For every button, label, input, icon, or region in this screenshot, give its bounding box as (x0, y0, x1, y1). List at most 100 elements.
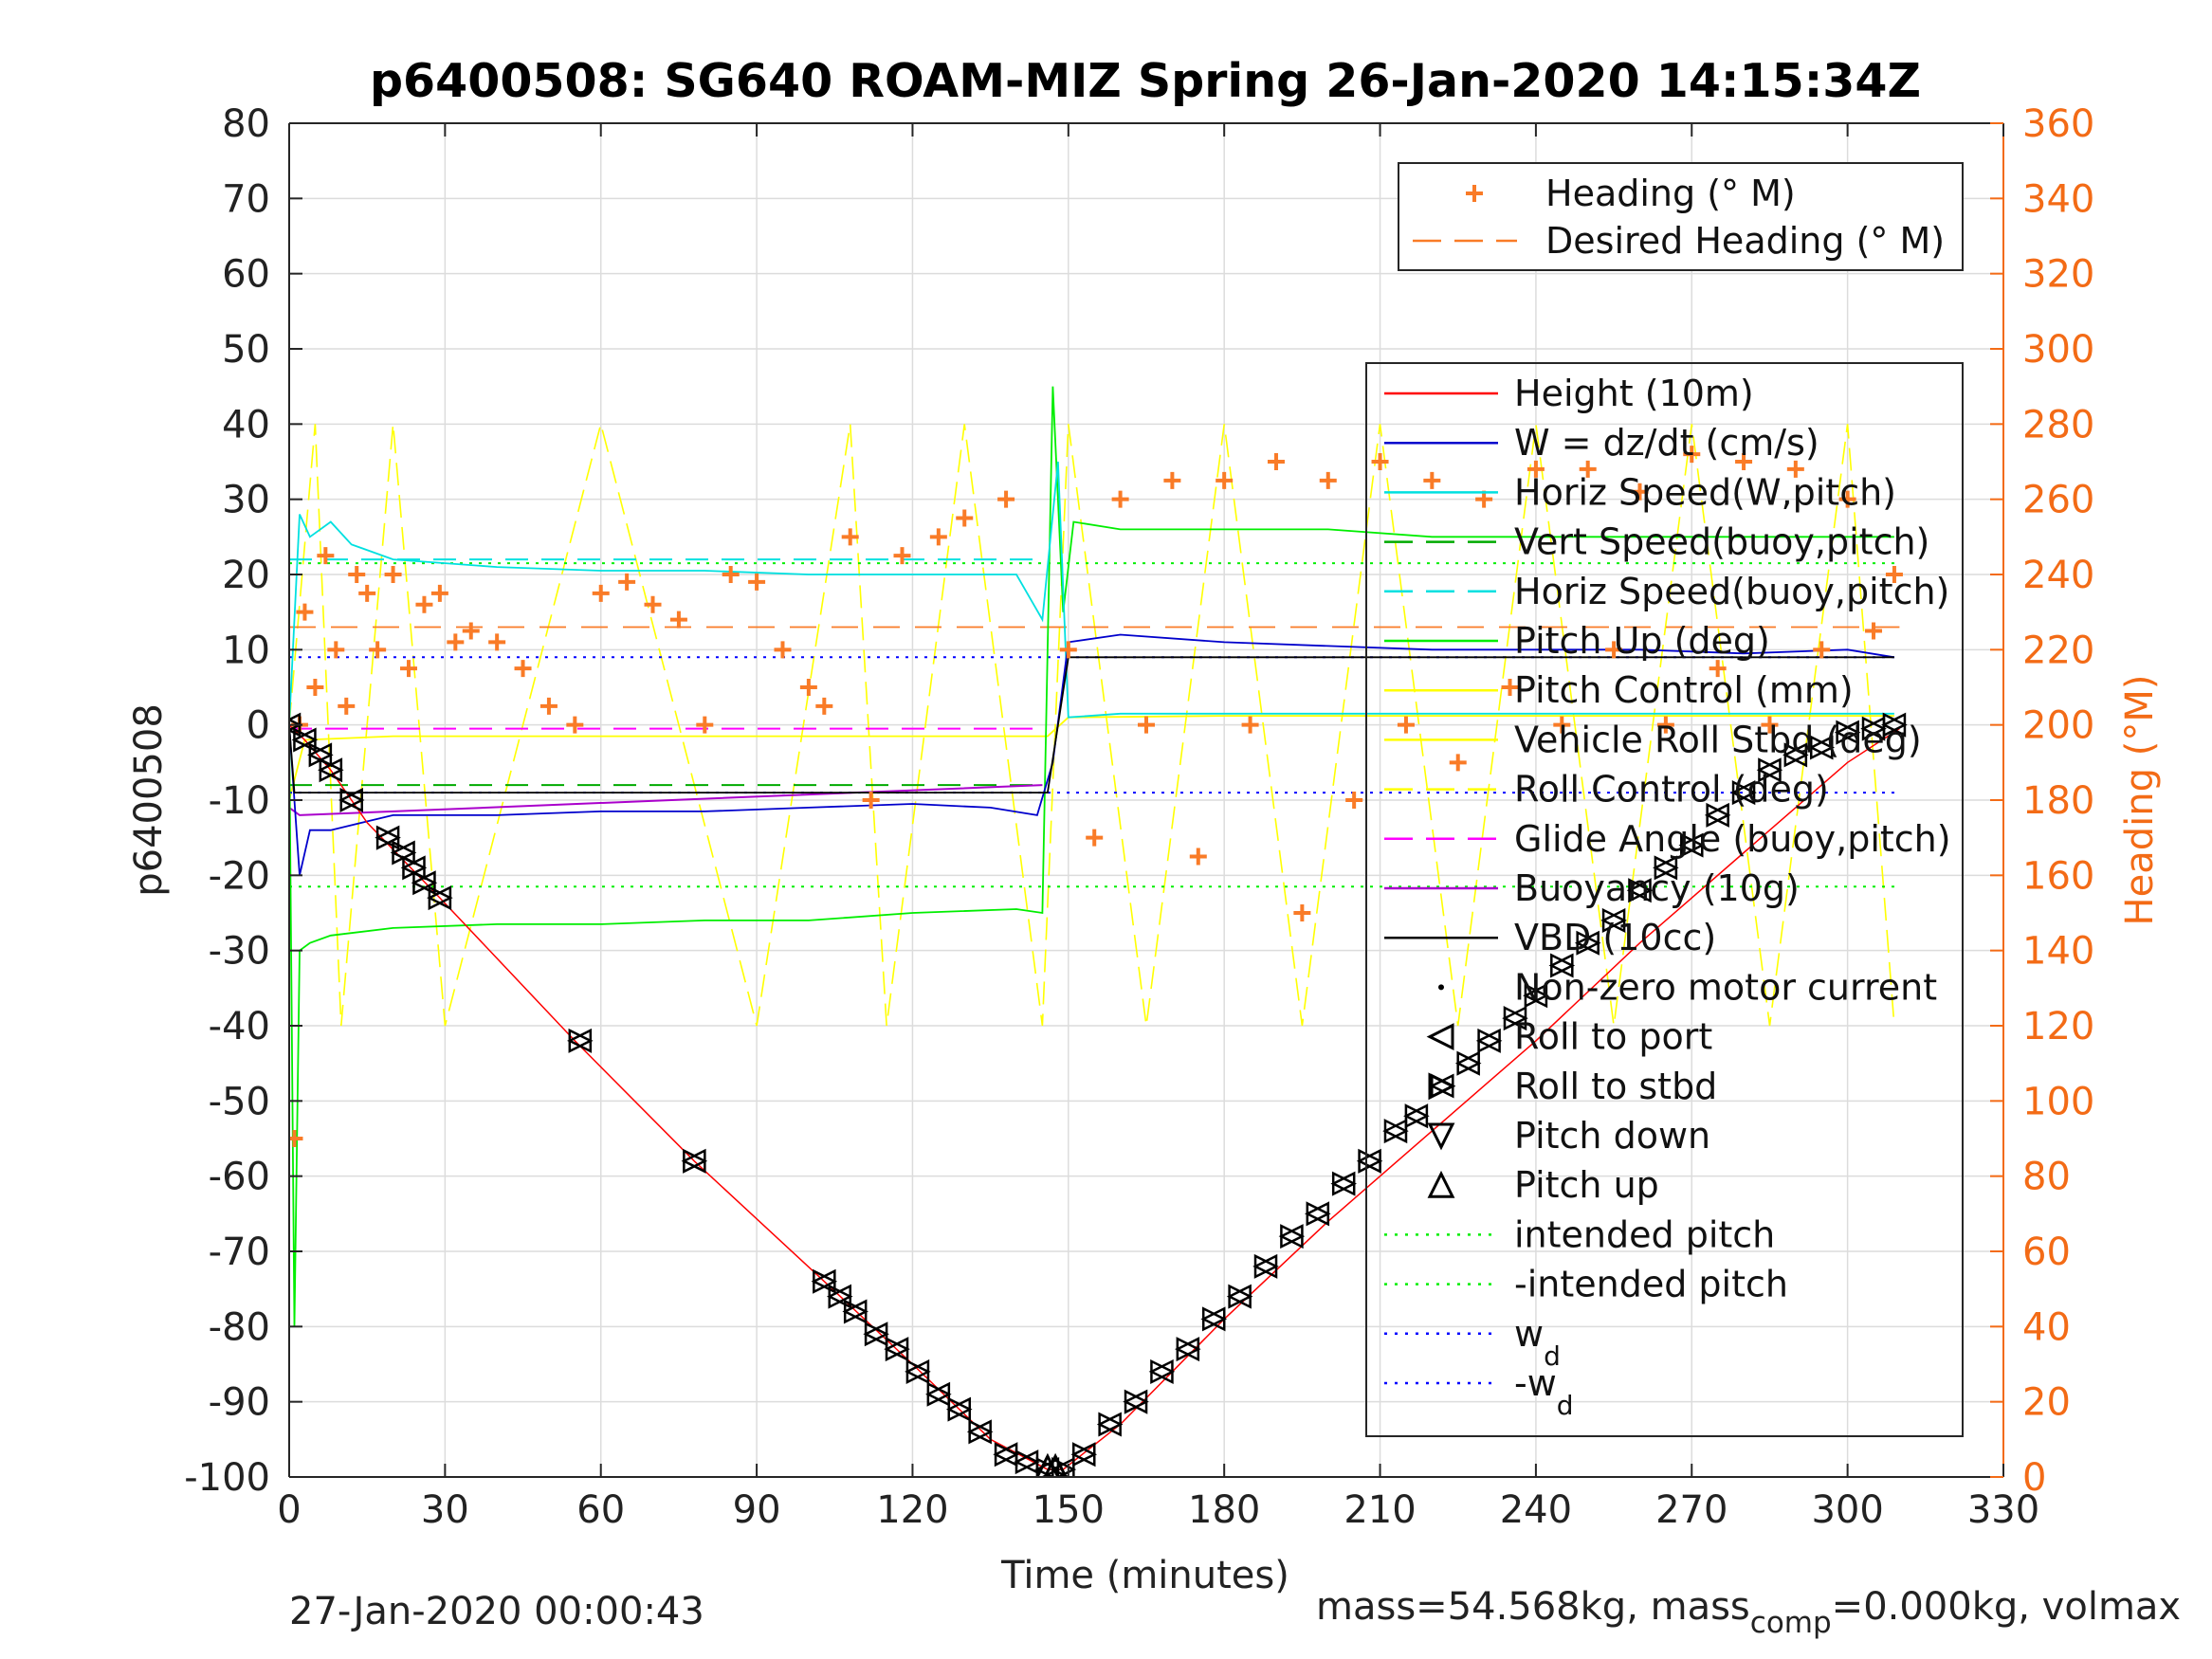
footer-mass-info: mass=54.568kg, masscomp=0.000kg, volmax (1316, 1585, 2181, 1640)
y-right-tick-label: 180 (2022, 779, 2094, 823)
legend-label: Roll to stbd (1514, 1066, 1717, 1107)
x-tick-label: 300 (1811, 1488, 1883, 1532)
y-tick-label: -100 (184, 1456, 270, 1500)
roll-marker (1836, 720, 1861, 745)
footer-mass-text-end: =0.000kg, volmax (1831, 1585, 2182, 1629)
roll-marker (1228, 1284, 1253, 1309)
legend-label: Glide Angle (buoy,pitch) (1514, 818, 1951, 860)
y-right-tick-label: 280 (2022, 403, 2094, 447)
y-tick-label: 20 (222, 554, 270, 597)
heading-point (1397, 716, 1415, 734)
heading-point (1683, 446, 1701, 464)
heading-point (1475, 490, 1493, 508)
data-layer (289, 386, 1908, 1477)
heading-point (1553, 716, 1571, 734)
heading-point (369, 641, 387, 659)
heading-point (1449, 754, 1467, 772)
y-right-tick-label: 120 (2022, 1005, 2094, 1048)
legend-label: intended pitch (1514, 1213, 1775, 1255)
roll-marker (1456, 1050, 1482, 1076)
heading-point (1631, 483, 1649, 501)
heading-point (1319, 471, 1337, 489)
roll-marker (1201, 1306, 1228, 1332)
pitch-up-marker (1043, 1452, 1068, 1477)
heading-point (1838, 490, 1856, 508)
roll-marker (1601, 907, 1627, 933)
roll-marker (1550, 953, 1576, 978)
roll-marker (1306, 1201, 1331, 1227)
heading-point (893, 547, 911, 565)
heading-point (289, 1130, 303, 1147)
roll-marker (428, 885, 453, 911)
heading-point (430, 584, 448, 602)
legend-label: Heading (° M) (1545, 173, 1796, 214)
x-axis-label: Time (minutes) (1000, 1554, 1289, 1597)
heading-point (774, 641, 792, 659)
y-right-tick-label: 300 (2022, 328, 2094, 372)
heading-point (1423, 471, 1441, 489)
roll-marker (1882, 712, 1908, 738)
legend-label-subscript: d (1557, 1390, 1574, 1421)
motor-markers (289, 712, 1908, 1477)
roll-marker (1503, 1006, 1528, 1031)
x-tick-label: 0 (277, 1488, 301, 1532)
heading-markers (289, 446, 1903, 1147)
heading-point (1189, 848, 1207, 866)
heading-point (1786, 460, 1804, 478)
heading-point (1059, 641, 1077, 659)
heading-point (862, 792, 880, 809)
roll-marker (926, 1381, 952, 1407)
heading-point (592, 584, 610, 602)
heading-point (384, 566, 402, 583)
x-tick-label: 330 (1967, 1488, 2039, 1532)
roll-marker (293, 727, 319, 753)
plot-area: 0 30 60 90 120 150 180 210 240 270 300 330-100-90-8… (184, 102, 2094, 1532)
roll-marker (339, 787, 365, 813)
heading-point (1865, 622, 1883, 640)
heading-point (1501, 679, 1519, 696)
roll-marker (1404, 1103, 1430, 1129)
x-tick-label: 30 (421, 1488, 469, 1532)
legend-label-subscript: d (1544, 1340, 1561, 1372)
heading-point (338, 697, 356, 715)
heading-point (1579, 460, 1597, 478)
roll-marker (1524, 983, 1549, 1009)
heading-point (1086, 829, 1104, 847)
y-right-tick-label: 20 (2022, 1381, 2071, 1425)
roll-marker (319, 757, 344, 783)
roll-marker (1628, 878, 1654, 903)
roll-marker (1654, 855, 1679, 881)
y-tick-label: 0 (247, 704, 270, 748)
roll-marker (1383, 1119, 1409, 1144)
legend-label: Pitch Control (mm) (1514, 669, 1854, 711)
heading-point (415, 595, 433, 613)
roll-marker (1331, 1171, 1357, 1196)
roll-marker (1150, 1358, 1176, 1384)
x-tick-label: 210 (1344, 1488, 1416, 1532)
legend-label: Horiz Speed(buoy,pitch) (1514, 571, 1949, 612)
heading-point (327, 641, 345, 659)
roll-marker (864, 1322, 889, 1347)
roll-marker (828, 1284, 853, 1309)
roll-marker (1253, 1253, 1279, 1279)
heading-point (400, 660, 418, 678)
y-tick-label: -70 (209, 1231, 270, 1274)
roll-marker (1809, 735, 1836, 760)
legend-label: Pitch Up (deg) (1514, 620, 1770, 662)
legend-label: Roll Control (deg) (1514, 769, 1829, 811)
roll-marker (885, 1337, 910, 1362)
heading-point (644, 595, 662, 613)
series-line (289, 421, 1895, 1027)
y-tick-label: -20 (209, 854, 270, 898)
roll-marker (1124, 1389, 1149, 1414)
x-tick-label: 180 (1188, 1488, 1260, 1532)
y-right-tick-label: 140 (2022, 930, 2094, 974)
series-line (289, 633, 1895, 876)
series-line (289, 386, 1894, 1327)
y-axis-label-right: Heading (°M) (2118, 675, 2162, 926)
heading-point (956, 509, 974, 527)
y-right-tick-label: 340 (2022, 177, 2094, 221)
roll-marker (1861, 716, 1887, 741)
heading-point (462, 622, 480, 640)
heading-point (1656, 716, 1674, 734)
